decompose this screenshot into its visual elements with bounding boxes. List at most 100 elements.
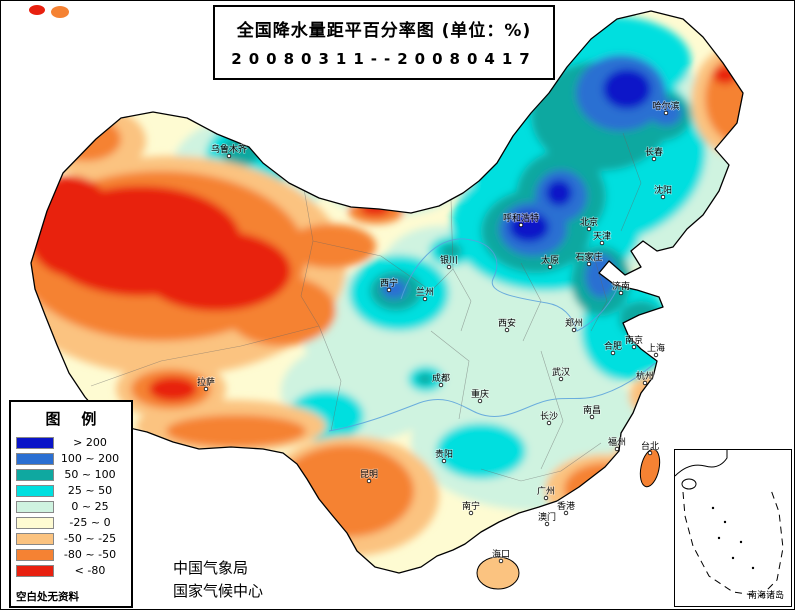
city-dot (631, 344, 637, 350)
city-label: 哈尔滨 (652, 100, 679, 112)
anomaly-region-red (141, 231, 291, 311)
inset-islands (711, 506, 755, 570)
city-marker: 广州 (536, 484, 556, 501)
anomaly-region-cyan (436, 423, 526, 479)
city-marker: 贵阳 (434, 447, 454, 464)
anomaly-region-orange (51, 117, 121, 161)
city-label: 杭州 (636, 370, 654, 382)
legend-label: -25 ~ 0 (69, 516, 111, 529)
city-dot (547, 264, 553, 270)
anomaly-region-red (31, 176, 116, 276)
province-borders (90, 132, 642, 482)
legend-box: 图 例 > 200 100 ~ 200 50 ~ 100 25 ~ 50 0 ~ 25 -… (9, 400, 133, 608)
city-label: 台北 (641, 440, 659, 452)
legend-header: 图 例 (45, 410, 97, 428)
legend-label: -50 ~ -25 (63, 532, 117, 545)
city-label: 上海 (647, 342, 665, 354)
anomaly-region-darkblue (546, 180, 572, 206)
city-marker: 成都 (431, 371, 451, 388)
city-dot (477, 398, 483, 404)
legend-swatch (16, 436, 54, 449)
city-marker: 南宁 (461, 499, 481, 516)
city-dot (504, 327, 510, 333)
legend-label: < -80 (74, 564, 106, 577)
city-label: 成都 (432, 372, 450, 384)
city-dot (663, 110, 669, 116)
city-label: 北京 (580, 216, 598, 228)
legend-item: 25 ~ 50 (16, 483, 126, 498)
city-marker: 海口 (491, 547, 511, 564)
city-dot (468, 510, 474, 516)
city-marker: 西宁 (379, 276, 399, 293)
legend-item: 50 ~ 100 (16, 467, 126, 482)
city-dot (589, 414, 595, 420)
legend-item: > 200 (16, 435, 126, 450)
legend-swatch (16, 532, 54, 545)
city-marker: 杭州 (635, 369, 655, 386)
city-label: 澳门 (538, 511, 556, 523)
anomaly-region-darkblue (509, 212, 549, 242)
legend-item: 100 ~ 200 (16, 451, 126, 466)
city-marker: 南京 (624, 333, 644, 350)
city-label: 银川 (440, 254, 458, 266)
city-label: 西安 (498, 317, 516, 329)
city-label: 太原 (541, 254, 559, 266)
anomaly-region-orange (278, 445, 414, 537)
city-label: 重庆 (471, 388, 489, 400)
city-marker: 济南 (611, 279, 631, 296)
city-marker: 合肥 (603, 339, 623, 356)
city-marker: 太原 (540, 253, 560, 270)
source-block: 中国气象局 国家气候中心 (173, 557, 263, 602)
city-dot (544, 521, 550, 527)
city-marker: 西安 (497, 316, 517, 333)
corner-artifact (29, 5, 45, 15)
legend-swatch (16, 468, 54, 481)
legend-swatch (16, 484, 54, 497)
legend-label: 0 ~ 25 (71, 500, 109, 513)
city-marker: 福州 (607, 435, 627, 452)
city-marker: 兰州 (415, 285, 435, 302)
anomaly-region-teal (619, 301, 663, 337)
city-label: 天津 (593, 231, 611, 242)
city-dot (647, 450, 653, 456)
anomaly-region-teal (417, 373, 433, 385)
city-dot (498, 558, 504, 564)
city-marker: 银川 (439, 253, 459, 270)
south-china-sea-inset: 南海诸岛 (674, 449, 792, 607)
legend-items: > 200 100 ~ 200 50 ~ 100 25 ~ 50 0 ~ 25 -25 ~… (16, 435, 126, 578)
anomaly-region-blue (381, 279, 407, 299)
inset-coastline (674, 450, 728, 477)
city-label: 乌鲁木齐 (211, 143, 247, 155)
city-dot (653, 352, 659, 358)
city-label: 海口 (492, 548, 510, 560)
legend-item: -80 ~ -50 (16, 547, 126, 562)
city-label: 兰州 (416, 286, 434, 298)
nine-dash-line (682, 489, 784, 597)
map-title-box: 全国降水量距平百分率图 (单位：%) 20080311--20080417 (213, 5, 555, 80)
city-marker: 昆明 (359, 468, 379, 484)
city-label: 贵阳 (435, 448, 453, 460)
legend-item: -50 ~ -25 (16, 531, 126, 546)
city-dot (660, 194, 666, 200)
city-dot (651, 156, 657, 162)
anomaly-region-red (713, 66, 737, 84)
yangtze-river (328, 362, 656, 432)
city-label: 石家庄 (575, 251, 602, 263)
city-dot (386, 287, 392, 293)
city-dot (366, 478, 372, 484)
south-china-sea-mini-map (674, 450, 784, 597)
anomaly-region-orange (166, 415, 306, 447)
city-label: 南京 (625, 334, 643, 346)
city-dot (446, 264, 452, 270)
city-label: 长春 (645, 146, 663, 158)
legend-label: > 200 (73, 436, 107, 449)
inset-label: 南海诸岛 (747, 591, 784, 601)
city-dot (563, 510, 569, 516)
source-center: 国家气候中心 (173, 581, 264, 600)
corner-artifacts (29, 5, 69, 18)
city-marker: 长春 (644, 145, 664, 162)
anomaly-region-orange (286, 224, 376, 268)
city-dot (438, 382, 444, 388)
